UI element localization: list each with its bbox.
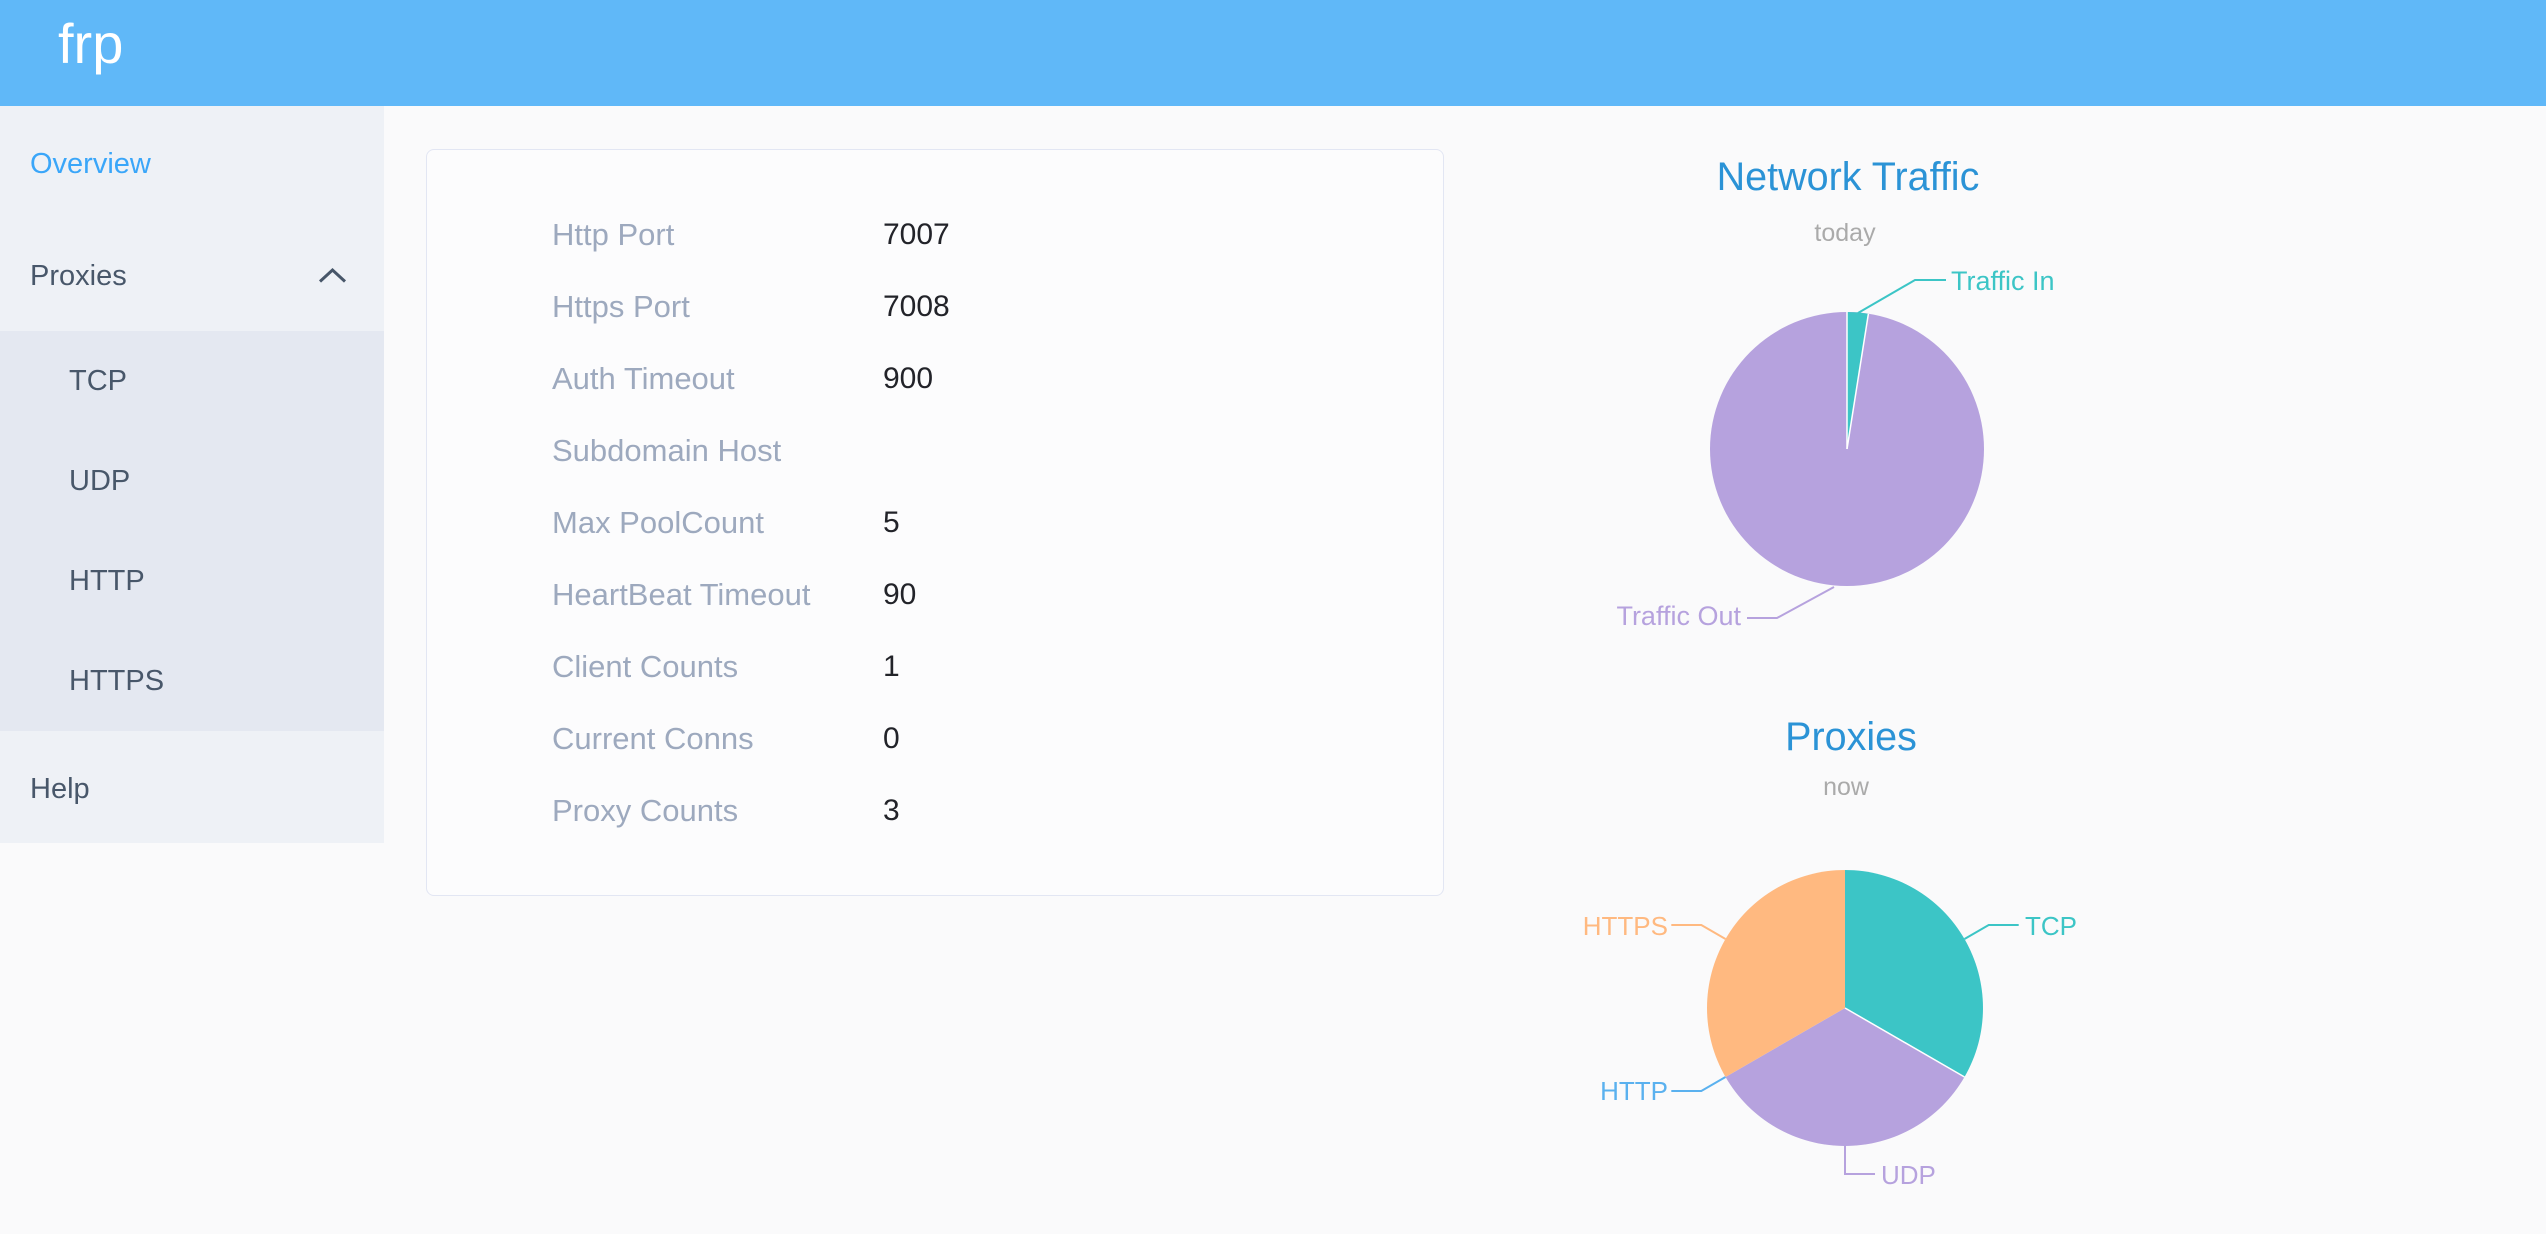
svg-text:Network Traffic: Network Traffic xyxy=(1717,155,1980,199)
svg-text:now: now xyxy=(1823,773,1870,801)
svg-text:UDP: UDP xyxy=(1881,1160,1936,1190)
svg-text:HTTP: HTTP xyxy=(1600,1076,1668,1106)
svg-text:today: today xyxy=(1814,219,1876,247)
svg-text:Proxies: Proxies xyxy=(1785,715,1917,759)
svg-text:Traffic Out: Traffic Out xyxy=(1616,601,1741,631)
svg-text:HTTPS: HTTPS xyxy=(1583,911,1668,941)
svg-text:Traffic In: Traffic In xyxy=(1951,266,2055,296)
svg-text:TCP: TCP xyxy=(2025,911,2077,941)
